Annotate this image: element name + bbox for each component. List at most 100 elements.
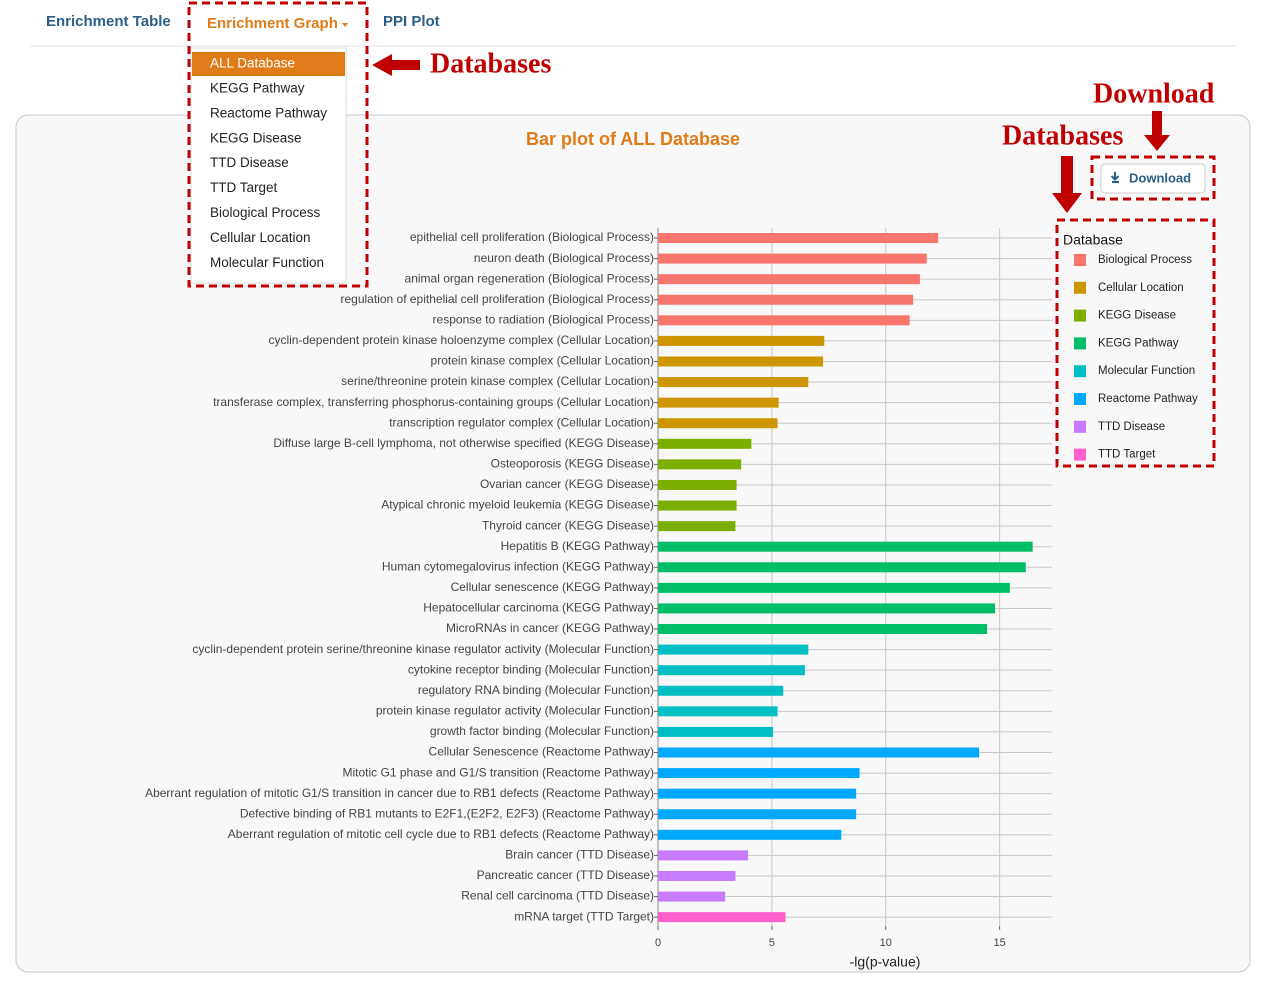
- y-tick-label: Brain cancer (TTD Disease): [505, 848, 654, 862]
- y-tick-label: epithelial cell proliferation (Biologica…: [410, 230, 654, 244]
- y-tick-label: regulation of epithelial cell proliferat…: [341, 292, 655, 306]
- x-axis-title: -lg(p-value): [850, 954, 921, 970]
- legend-swatch: [1074, 420, 1086, 433]
- y-tick-label: Renal cell carcinoma (TTD Disease): [461, 889, 654, 903]
- y-tick-label: Ovarian cancer (KEGG Disease): [480, 477, 654, 491]
- y-tick-label: protein kinase regulator activity (Molec…: [376, 704, 654, 718]
- y-tick-label: Osteoporosis (KEGG Disease): [491, 457, 654, 471]
- y-tick-label: Hepatitis B (KEGG Pathway): [501, 539, 654, 553]
- bar: [658, 315, 910, 326]
- arrow: [1144, 111, 1170, 151]
- y-tick-label: Atypical chronic myeloid leukemia (KEGG …: [381, 498, 654, 512]
- bar-chart: 0 5 10 15 -lg(p-value) epithelial cell prolif…: [145, 228, 1198, 970]
- legend-swatch: [1074, 393, 1086, 405]
- bar: [658, 644, 809, 655]
- tab-bar: Enrichment Table Enrichment Graph PPI Pl…: [30, 13, 1236, 47]
- menu-item[interactable]: Cellular Location: [210, 230, 311, 245]
- y-tick-label: Mitotic G1 phase and G1/S transition (Re…: [343, 765, 654, 779]
- menu-item[interactable]: Biological Process: [210, 205, 321, 220]
- annotations: Databases Download Databases: [187, 1, 1216, 468]
- bar: [658, 624, 988, 635]
- bar: [658, 788, 857, 799]
- bar: [658, 726, 774, 737]
- menu-frame: [190, 47, 347, 284]
- legend-label: TTD Target: [1098, 449, 1156, 461]
- highlight-box: [1055, 218, 1216, 468]
- y-tick-label: cytokine receptor binding (Molecular Fun…: [408, 662, 654, 676]
- menu-highlight: [192, 52, 345, 76]
- y-tick-label: MicroRNAs in cancer (KEGG Pathway): [446, 621, 654, 635]
- bar: [658, 809, 857, 820]
- y-tick-label: Aberrant regulation of mitotic G1/S tran…: [145, 786, 654, 800]
- x-tick-label: 5: [769, 937, 775, 949]
- bar: [658, 397, 779, 408]
- bar: [658, 541, 1033, 552]
- bar: [658, 356, 824, 367]
- bar: [658, 850, 748, 861]
- menu-item[interactable]: KEGG Pathway: [210, 80, 305, 95]
- bar: [658, 685, 784, 696]
- legend-label: Biological Process: [1098, 254, 1192, 266]
- download-button[interactable]: Download: [1100, 163, 1206, 194]
- legend-swatch: [1074, 254, 1086, 266]
- caret: [342, 23, 348, 27]
- bar: [658, 562, 1026, 573]
- y-tick-label: Defective binding of RB1 mutants to E2F1…: [240, 806, 654, 820]
- x-tick-label: 0: [655, 937, 661, 949]
- y-tick-label: animal organ regeneration (Biological Pr…: [405, 271, 654, 285]
- y-tick-label: Cellular Senescence (Reactome Pathway): [429, 745, 654, 759]
- bar: [658, 912, 786, 923]
- download-icon: [1110, 172, 1120, 183]
- bar: [658, 768, 860, 779]
- legend-label: KEGG Disease: [1098, 310, 1176, 322]
- legend-swatch: [1074, 309, 1086, 322]
- bar: [658, 377, 809, 388]
- highlight-box: [187, 1, 369, 288]
- menu-item[interactable]: KEGG Disease: [210, 130, 302, 145]
- dropdown-menu: ALL Database KEGG Pathway Reactome Pathway…: [190, 47, 347, 284]
- bar: [658, 665, 805, 676]
- arrow: [372, 54, 420, 76]
- y-tick-label: Cellular senescence (KEGG Pathway): [451, 580, 654, 594]
- legend-title: Database: [1063, 232, 1123, 248]
- legend-swatch: [1074, 281, 1086, 294]
- menu-item[interactable]: TTD Disease: [210, 155, 289, 170]
- legend-swatch: [1074, 448, 1086, 461]
- arrow: [1052, 156, 1082, 213]
- y-tick-label: cyclin-dependent protein serine/threonin…: [192, 642, 654, 656]
- bar: [658, 233, 939, 243]
- legend-swatch: [1074, 365, 1086, 378]
- bar: [658, 459, 742, 470]
- x-tick-label: 10: [880, 937, 892, 949]
- bar: [658, 294, 914, 305]
- y-tick-label: regulatory RNA binding (Molecular Functi…: [418, 683, 654, 697]
- menu-item[interactable]: Reactome Pathway: [210, 105, 327, 120]
- highlight-box: [1090, 155, 1216, 201]
- bar: [658, 500, 737, 511]
- y-tick-label: neuron death (Biological Process): [474, 251, 654, 265]
- y-tick-label: transcription regulator complex (Cellula…: [389, 415, 654, 429]
- menu-item[interactable]: Molecular Function: [210, 255, 324, 270]
- bar: [658, 335, 825, 346]
- bar: [658, 479, 737, 490]
- legend-label: Molecular Function: [1098, 365, 1195, 377]
- button-frame[interactable]: [1100, 163, 1206, 194]
- tab-active[interactable]: Enrichment Graph: [207, 15, 338, 32]
- y-tick-label: transferase complex, transferring phosph…: [213, 395, 654, 409]
- legend-label: TTD Disease: [1098, 421, 1165, 433]
- tab[interactable]: PPI Plot: [383, 13, 440, 30]
- legend-label: KEGG Pathway: [1098, 337, 1179, 349]
- menu-item[interactable]: ALL Database: [210, 56, 295, 71]
- button-label[interactable]: Download: [1129, 170, 1191, 185]
- tab[interactable]: Enrichment Table: [46, 13, 171, 30]
- y-tick-label: growth factor binding (Molecular Functio…: [430, 724, 654, 738]
- bar: [658, 521, 736, 532]
- bar: [658, 582, 1010, 593]
- bar: [658, 274, 920, 285]
- bar: [658, 870, 736, 881]
- y-tick-label: Diffuse large B-cell lymphoma, not other…: [273, 436, 654, 450]
- menu-item[interactable]: TTD Target: [210, 180, 278, 195]
- legend-label: Cellular Location: [1098, 282, 1184, 294]
- y-tick-label: protein kinase complex (Cellular Locatio…: [431, 354, 654, 368]
